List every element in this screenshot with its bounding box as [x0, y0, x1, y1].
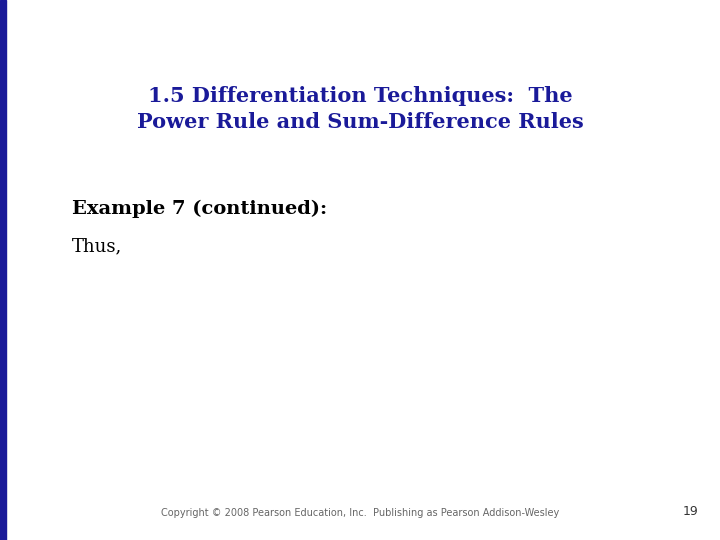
Text: Thus,: Thus,: [72, 238, 122, 255]
Text: Example 7 (continued):: Example 7 (continued):: [72, 200, 327, 218]
Text: 19: 19: [683, 505, 698, 518]
Text: 1.5 Differentiation Techniques:  The
Power Rule and Sum-Difference Rules: 1.5 Differentiation Techniques: The Powe…: [137, 86, 583, 132]
Text: Copyright © 2008 Pearson Education, Inc.  Publishing as Pearson Addison-Wesley: Copyright © 2008 Pearson Education, Inc.…: [161, 508, 559, 518]
